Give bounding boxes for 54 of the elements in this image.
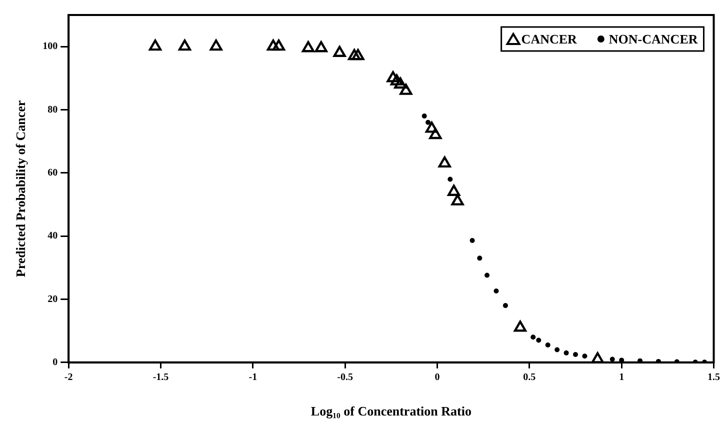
point xyxy=(348,48,361,60)
point xyxy=(210,39,222,51)
y-tick-label: 100 xyxy=(42,41,58,52)
point xyxy=(502,303,508,308)
point xyxy=(610,356,615,362)
point xyxy=(448,184,460,196)
y-tick-label: 80 xyxy=(48,104,58,116)
point xyxy=(400,84,412,95)
point xyxy=(148,39,162,51)
point xyxy=(530,334,536,340)
point xyxy=(266,39,280,51)
legend-label: NON-CANCER xyxy=(608,31,698,46)
x-tick-label: -1 xyxy=(248,372,258,383)
x-tick-label: -0.5 xyxy=(337,372,354,383)
x-tick-label: 1 xyxy=(619,372,624,383)
point xyxy=(333,46,346,57)
legend-label: CANCER xyxy=(521,31,578,46)
y-tick-label: 40 xyxy=(48,230,58,242)
x-tick-label: -2 xyxy=(64,372,73,383)
y-tick-label: 0 xyxy=(52,356,58,368)
point xyxy=(477,256,482,261)
point xyxy=(302,41,315,52)
point xyxy=(448,176,453,182)
point xyxy=(426,120,431,125)
point xyxy=(573,352,578,358)
x-axis-title: Log₁₀ of Concentration Ratio xyxy=(310,404,472,419)
point xyxy=(554,347,560,352)
x-tick-label: 0.5 xyxy=(523,372,536,383)
point xyxy=(422,114,427,119)
point xyxy=(564,350,569,356)
x-tick-label: 1.5 xyxy=(708,372,720,383)
y-tick-label: 60 xyxy=(48,167,58,178)
point xyxy=(536,338,542,343)
y-tick-label: 20 xyxy=(48,294,58,305)
point xyxy=(514,320,526,332)
x-tick-label: -1.5 xyxy=(152,372,169,383)
point xyxy=(425,122,438,133)
point xyxy=(386,71,400,82)
point xyxy=(484,272,490,278)
point xyxy=(390,74,403,86)
point xyxy=(438,156,451,168)
point xyxy=(314,41,328,52)
point xyxy=(429,128,442,140)
x-tick-label: 0 xyxy=(434,372,440,383)
point xyxy=(494,288,499,294)
point xyxy=(272,39,286,51)
point xyxy=(470,238,475,243)
point xyxy=(352,48,364,60)
point xyxy=(451,194,464,206)
point xyxy=(545,342,550,348)
y-axis-title: Predicted Probability of Cancer xyxy=(13,100,28,278)
point xyxy=(582,354,588,359)
point xyxy=(394,77,407,89)
point xyxy=(178,39,192,51)
